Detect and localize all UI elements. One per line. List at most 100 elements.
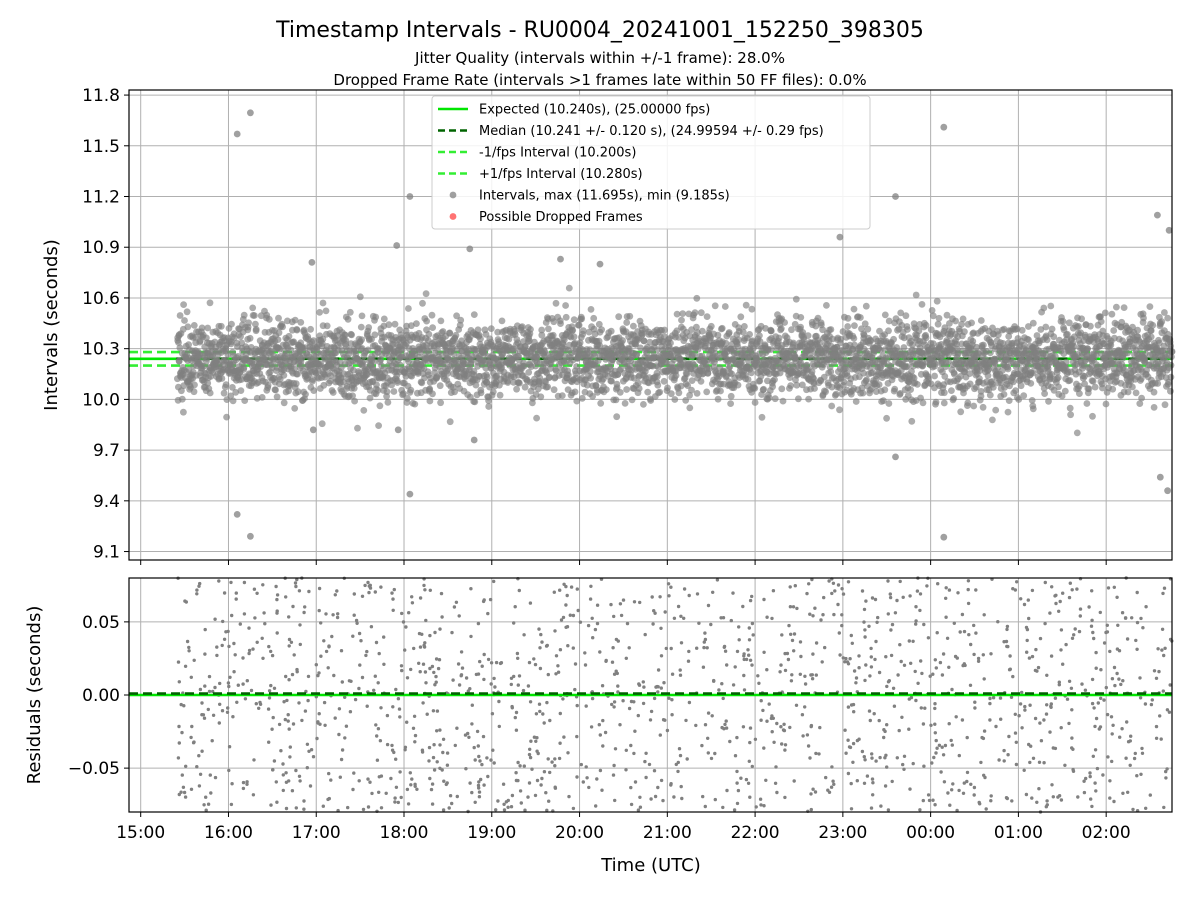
residual-point	[473, 758, 477, 762]
residual-point	[934, 666, 938, 670]
residual-point	[1110, 732, 1114, 736]
residual-point	[731, 683, 736, 687]
interval-point	[932, 398, 940, 406]
residual-point	[948, 803, 952, 807]
interval-point	[931, 360, 939, 368]
residual-point	[644, 751, 648, 755]
residual-point	[236, 683, 240, 687]
residual-point	[1045, 799, 1049, 803]
residual-point	[890, 779, 894, 784]
residual-point	[746, 781, 751, 785]
residual-point	[982, 677, 986, 681]
interval-point	[536, 374, 544, 382]
interval-point	[1005, 397, 1013, 404]
residual-point	[438, 627, 442, 631]
residual-point	[517, 588, 521, 593]
residual-point	[230, 782, 234, 786]
interval-point	[279, 323, 286, 331]
residual-point	[891, 686, 896, 690]
residual-point	[1076, 795, 1080, 799]
interval-point	[359, 358, 367, 366]
interval-point	[357, 323, 365, 331]
interval-point	[781, 319, 788, 326]
residual-point	[287, 637, 292, 642]
residual-point	[773, 781, 778, 785]
interval-point	[852, 398, 860, 405]
residual-point	[370, 791, 374, 796]
interval-point	[280, 372, 288, 379]
residual-point	[260, 636, 264, 640]
residual-point	[425, 712, 429, 716]
residual-point	[558, 648, 563, 652]
interval-point	[485, 403, 493, 410]
residual-point	[585, 776, 589, 780]
residual-point	[950, 788, 954, 792]
interval-point	[667, 339, 674, 347]
residual-point	[899, 659, 903, 664]
residual-point	[830, 591, 834, 596]
residual-point	[779, 663, 783, 667]
residual-point	[538, 666, 543, 671]
interval-point	[453, 312, 460, 320]
interval-point	[291, 405, 299, 412]
residual-point	[1109, 715, 1114, 719]
residual-point	[283, 717, 287, 722]
residual-point	[968, 683, 973, 687]
interval-point	[317, 360, 325, 368]
residual-point	[1118, 735, 1122, 739]
residual-point	[455, 726, 459, 730]
residual-point	[1123, 616, 1128, 620]
y-tick-label: 11.2	[82, 188, 120, 208]
residual-point	[275, 609, 279, 613]
interval-outlier-point	[247, 532, 254, 540]
interval-point	[175, 339, 182, 346]
residual-point	[180, 730, 184, 735]
residual-point	[895, 756, 899, 760]
residual-point	[610, 702, 614, 707]
residual-point	[908, 787, 912, 791]
interval-point	[527, 326, 534, 333]
y-tick-label: 11.5	[82, 137, 120, 157]
interval-point	[280, 399, 288, 407]
residual-point	[470, 790, 474, 795]
interval-point	[533, 414, 540, 422]
residual-point	[469, 587, 473, 591]
interval-point	[615, 313, 623, 321]
residual-point	[1099, 668, 1103, 672]
residual-point	[1017, 714, 1021, 718]
interval-point	[422, 290, 430, 298]
interval-point	[840, 378, 848, 386]
residual-point	[367, 590, 371, 595]
interval-point	[959, 315, 967, 323]
residual-point	[547, 799, 551, 803]
residual-point	[537, 627, 541, 631]
residual-point	[772, 740, 776, 744]
residual-point	[644, 775, 648, 780]
residual-point	[965, 770, 970, 775]
interval-point	[1004, 408, 1012, 416]
interval-point	[249, 304, 257, 312]
interval-point	[726, 363, 734, 371]
interval-point	[607, 327, 615, 335]
residual-point	[687, 593, 691, 598]
residual-point	[241, 780, 246, 785]
residual-point	[1006, 644, 1010, 649]
residual-point	[204, 808, 208, 812]
residual-point	[1067, 721, 1071, 726]
residual-point	[907, 639, 911, 643]
residual-point	[398, 715, 402, 719]
legend-item: Median (10.241 +/- 0.120 s), (24.99594 +…	[438, 124, 824, 139]
residual-point	[204, 795, 208, 799]
interval-point	[505, 335, 513, 343]
interval-point	[992, 406, 1000, 414]
interval-point	[1150, 404, 1158, 411]
residual-point	[863, 635, 867, 639]
interval-point	[1132, 389, 1140, 397]
residual-point	[811, 787, 815, 791]
interval-point	[890, 335, 897, 343]
residual-point	[428, 633, 432, 638]
residual-point	[1159, 737, 1163, 741]
residual-point	[1050, 585, 1054, 589]
interval-point	[1066, 377, 1074, 384]
interval-point	[487, 325, 495, 332]
